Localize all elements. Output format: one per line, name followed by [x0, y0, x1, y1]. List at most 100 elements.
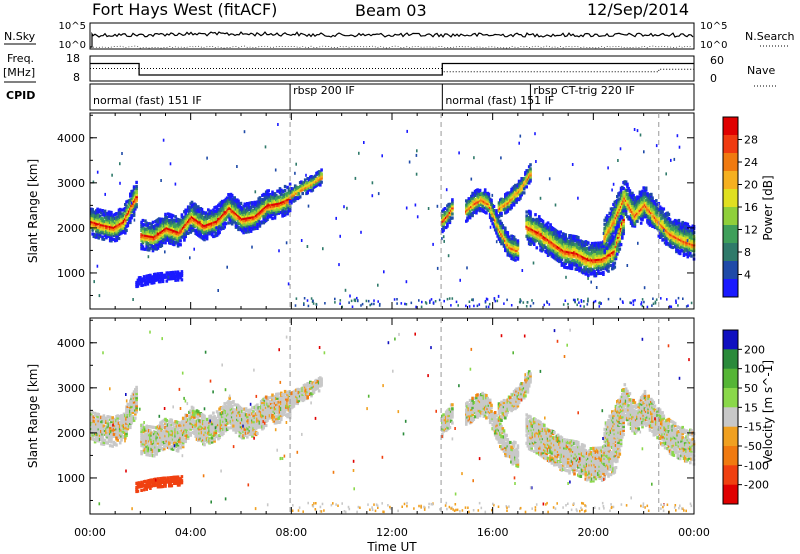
power-echo-cell	[97, 236, 101, 240]
power-echo-cell	[661, 210, 664, 214]
power-echo-cell	[677, 223, 681, 227]
power-echo-cell	[599, 271, 603, 275]
velocity-echo-cell	[107, 423, 111, 427]
power-nearrange-cell	[370, 302, 373, 306]
power-nearrange-cell	[690, 301, 693, 305]
power-echo-cell	[298, 195, 302, 199]
power-echo-cell	[527, 181, 531, 185]
power-scatter-cell	[643, 150, 645, 154]
power-echo-cell	[677, 220, 681, 225]
power-echo-cell	[672, 224, 676, 228]
power-echo-cell	[442, 224, 445, 228]
power-echo-cell	[272, 198, 276, 202]
power-echo-cell	[685, 234, 688, 238]
power-echo-cell	[672, 234, 676, 238]
power-echo-cell	[478, 201, 482, 205]
power-echo-cell	[560, 255, 564, 259]
power-nearrange-cell	[593, 300, 595, 304]
station-title: Fort Hays West (fitACF)	[92, 0, 277, 19]
power-echo-cell	[275, 206, 278, 210]
power-echo-cell	[672, 230, 676, 234]
power-nearrange-cell	[587, 300, 589, 303]
power-nearrange-cell	[525, 305, 528, 308]
power-scatter-cell	[322, 247, 324, 251]
power-echo-cell	[592, 268, 595, 272]
power-echo-cell	[609, 263, 613, 268]
power-echo-cell	[225, 196, 229, 200]
power-echo-cell	[451, 206, 454, 210]
power-echo-cell	[105, 220, 108, 224]
power-echo-cell	[524, 179, 527, 183]
power-echo-cell	[524, 171, 527, 175]
power-echo-cell	[532, 218, 536, 222]
power-echo-cell	[628, 191, 632, 195]
cpid-panel-frame	[89, 83, 695, 111]
power-echo-cell	[481, 207, 484, 211]
power-scatter-cell	[686, 239, 689, 243]
power-echo-cell	[515, 200, 518, 204]
power-echo-cell	[176, 226, 180, 230]
power-nearrange-cell	[312, 302, 315, 305]
cpid-label: CPID	[6, 89, 35, 102]
power-echo-cell	[619, 243, 623, 247]
power-nearrange-cell	[478, 303, 481, 306]
power-echo-cell	[266, 191, 269, 195]
power-scatter-cell	[147, 255, 150, 259]
power-scatter-cell	[295, 162, 297, 166]
power-echo-cell	[671, 245, 674, 250]
power-echo-cell	[180, 235, 184, 239]
power-echo-cell	[115, 232, 118, 236]
power-echo-cell	[155, 274, 158, 278]
power-echo-cell	[129, 218, 132, 222]
power-nearrange-cell	[415, 305, 417, 309]
power-scatter-cell	[565, 275, 567, 279]
power-echo-cell	[107, 226, 111, 230]
power-echo-cell	[570, 256, 574, 260]
power-echo-cell	[286, 195, 289, 200]
power-scatter-cell	[133, 218, 136, 222]
power-echo-cell	[631, 222, 634, 226]
power-scatter-cell	[489, 225, 492, 229]
power-echo-cell	[650, 192, 653, 196]
power-echo-cell	[107, 222, 111, 226]
power-echo-cell	[136, 280, 140, 284]
power-scatter-cell	[104, 192, 106, 196]
power-echo-cell	[124, 211, 127, 215]
power-scatter-cell	[500, 156, 502, 160]
power-echo-cell	[217, 228, 220, 232]
power-echo-cell	[124, 231, 127, 235]
power-echo-cell	[507, 204, 511, 208]
power-echo-cell	[636, 197, 639, 201]
power-echo-cell	[156, 224, 160, 228]
power-echo-cell	[142, 277, 146, 281]
power-echo-cell	[677, 241, 681, 245]
power-echo-cell	[506, 191, 510, 195]
power-echo-cell	[687, 249, 691, 253]
power-echo-cell	[587, 241, 590, 245]
power-nearrange-cell	[675, 301, 677, 304]
power-echo-cell	[110, 227, 113, 231]
power-echo-cell	[677, 227, 681, 231]
power-echo-cell	[524, 181, 527, 185]
velocity-echo-cell	[107, 439, 111, 443]
power-echo-cell	[529, 167, 532, 171]
power-echo-cell	[286, 198, 289, 202]
power-echo-cell	[251, 201, 254, 205]
power-echo-cell	[622, 223, 625, 228]
power-scatter-cell	[519, 134, 522, 138]
power-echo-cell	[603, 251, 606, 255]
power-scatter-cell	[445, 188, 448, 192]
power-echo-cell	[575, 265, 579, 269]
power-echo-cell	[593, 270, 596, 274]
power-echo-cell	[638, 208, 642, 212]
power-echo-cell	[176, 278, 180, 282]
power-nearrange-cell	[430, 298, 433, 301]
power-echo-cell	[164, 212, 167, 216]
power-echo-cell	[638, 198, 642, 202]
power-echo-cell	[151, 249, 155, 253]
power-echo-cell	[624, 208, 628, 212]
velocity-echo-cell	[108, 423, 112, 427]
power-scatter-cell	[643, 286, 646, 290]
power-echo-cell	[619, 220, 623, 224]
nsky-tick-bottom: 10^0	[59, 40, 86, 51]
